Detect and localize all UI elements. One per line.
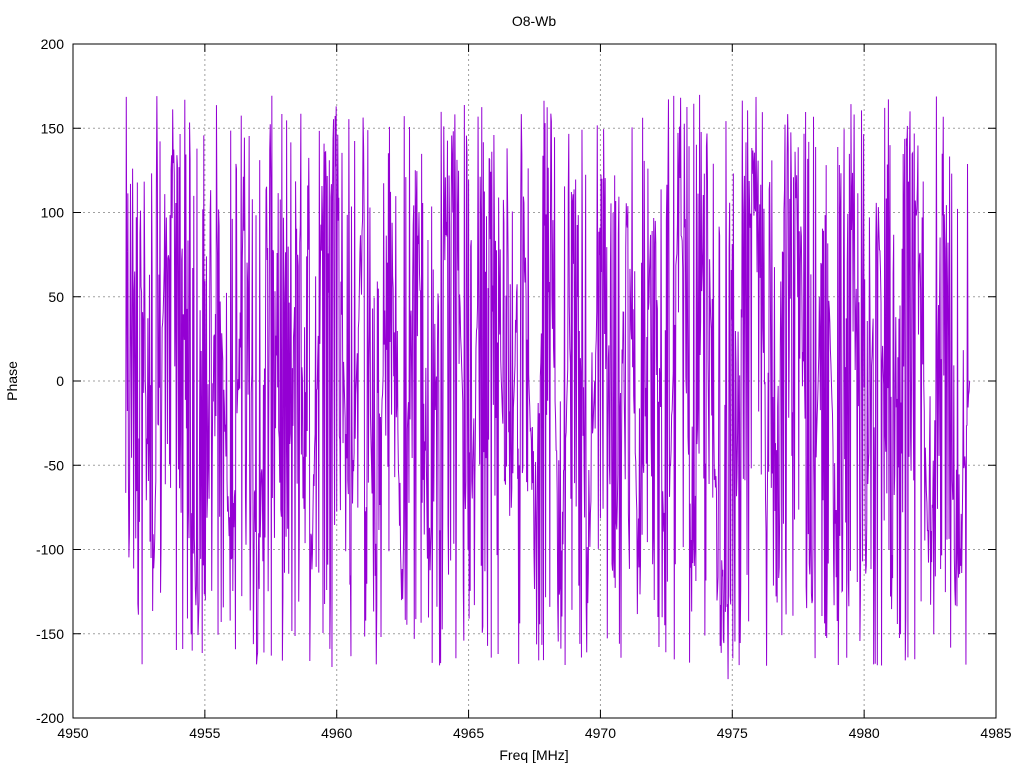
x-tick-label: 4985 xyxy=(980,725,1011,741)
x-tick-label: 4965 xyxy=(453,725,484,741)
x-tick-label: 4970 xyxy=(585,725,616,741)
x-tick-label: 4960 xyxy=(321,725,352,741)
x-tick-label: 4980 xyxy=(849,725,880,741)
chart-title: O8-Wb xyxy=(512,13,557,29)
y-tick-label: 50 xyxy=(48,289,64,305)
y-tick-label: 0 xyxy=(56,373,64,389)
x-tick-label: 4955 xyxy=(189,725,220,741)
y-tick-label: 100 xyxy=(41,205,65,221)
y-tick-label: -200 xyxy=(36,710,64,726)
y-tick-label: -50 xyxy=(44,457,64,473)
x-tick-label: 4975 xyxy=(717,725,748,741)
phase-series-line xyxy=(125,94,971,680)
y-axis-title: Phase xyxy=(4,361,20,401)
series-layer xyxy=(125,94,971,680)
y-tick-label: 200 xyxy=(41,36,65,52)
x-axis-title: Freq [MHz] xyxy=(499,747,568,763)
x-tick-label: 4950 xyxy=(57,725,88,741)
y-tick-label: 150 xyxy=(41,120,65,136)
axes xyxy=(72,43,997,719)
y-tick-label: -150 xyxy=(36,626,64,642)
tick-labels: 4950 4955 4960 4965 4970 4975 4980 4985 -200 -150… xyxy=(36,36,1012,741)
y-tick-label: -100 xyxy=(36,542,64,558)
